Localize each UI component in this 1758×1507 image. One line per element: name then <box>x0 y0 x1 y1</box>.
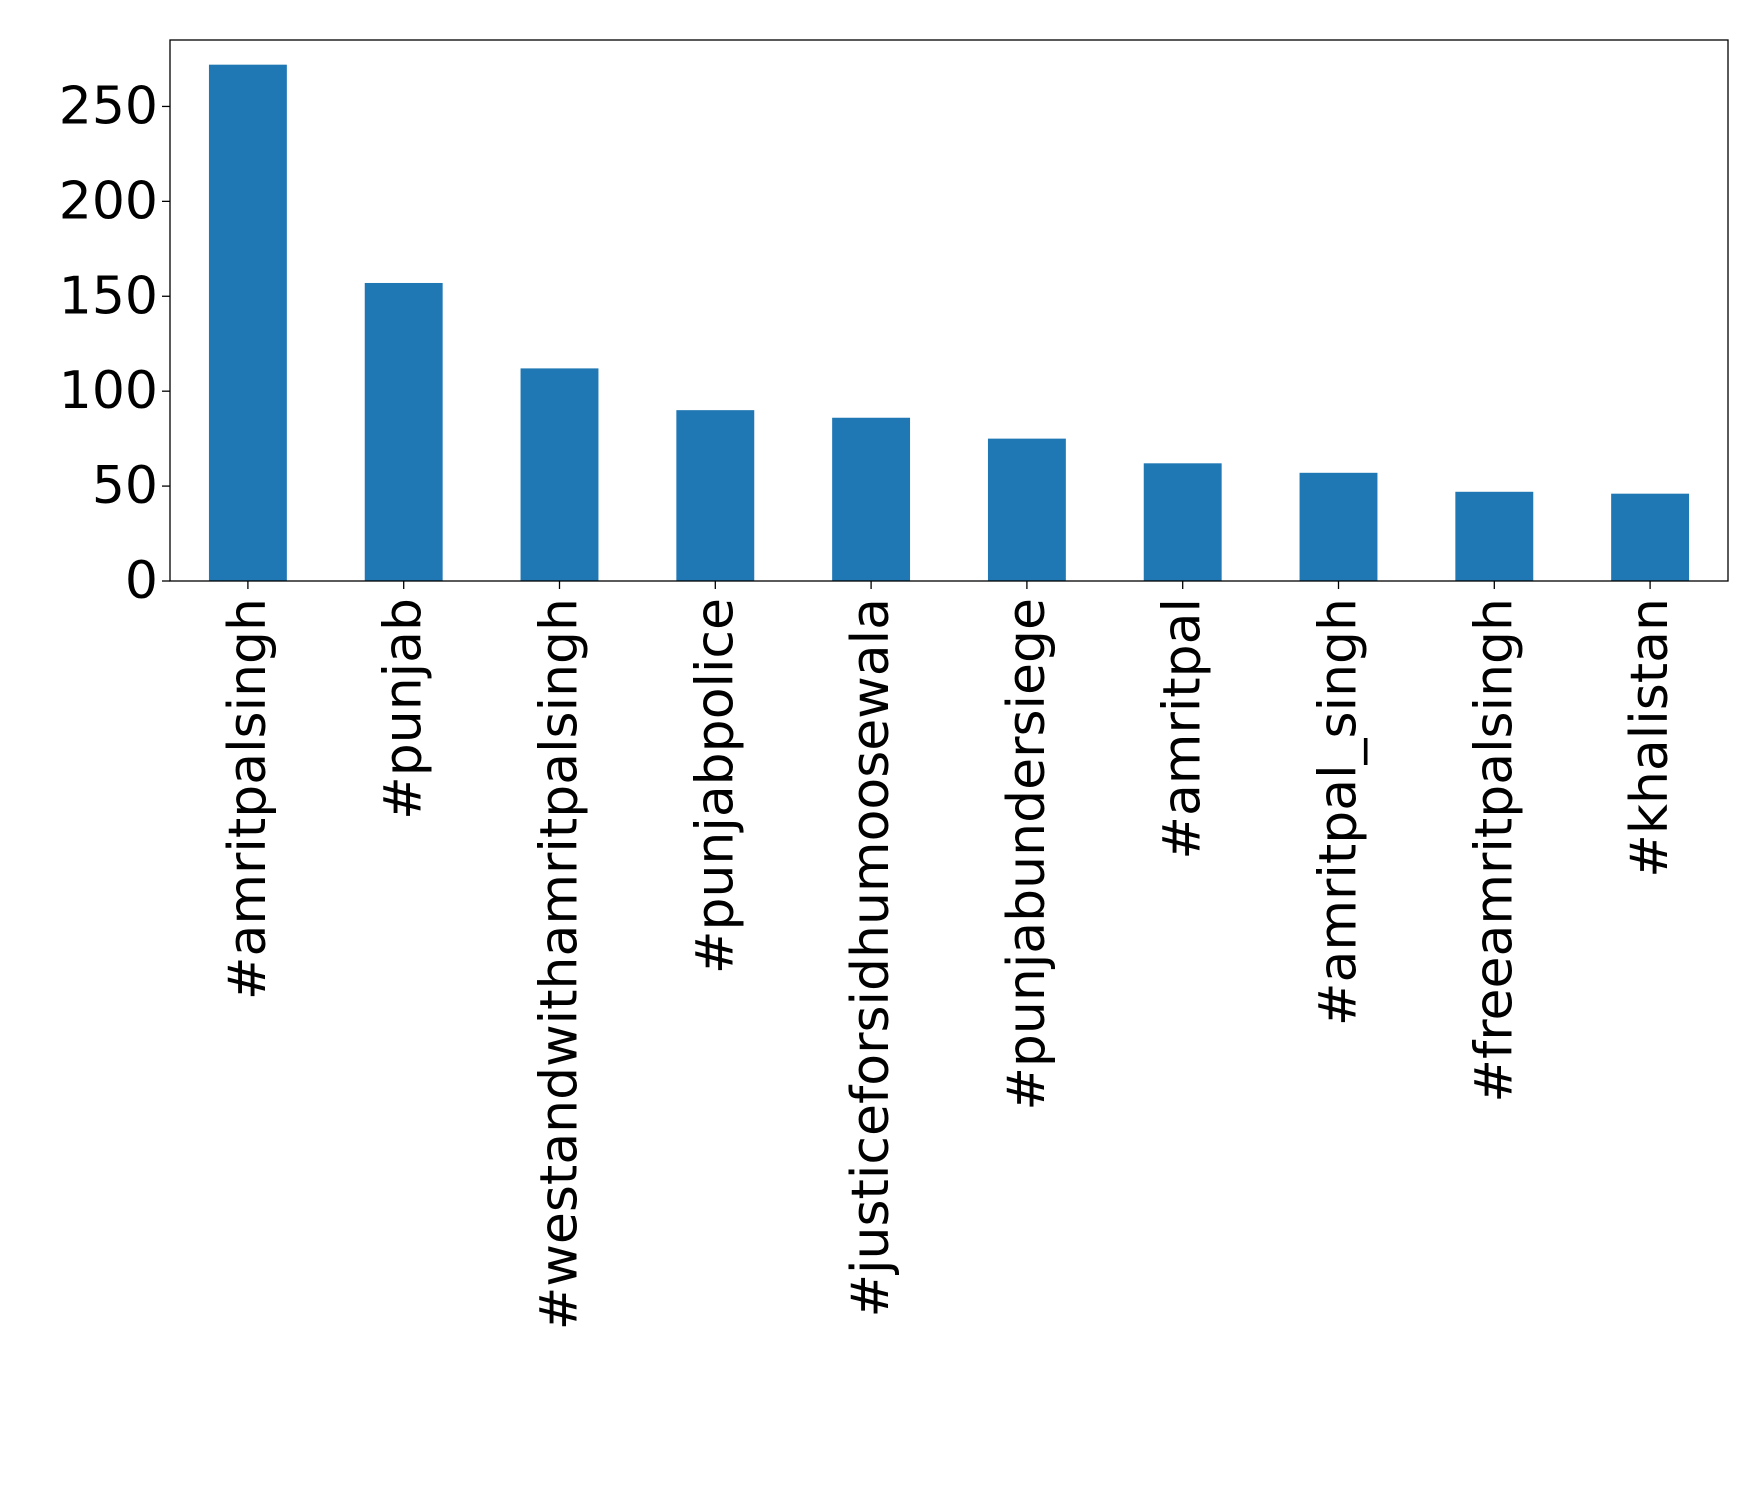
bar-punjab <box>364 282 443 581</box>
x-tick-label: #amritpal_singh <box>1309 598 1369 1026</box>
bar-amritpalsingh <box>208 64 287 582</box>
y-tick-label: 150 <box>59 266 158 326</box>
x-tick-label: #amritpalsingh <box>218 598 278 1000</box>
y-tick-label: 200 <box>59 171 158 231</box>
plot-frame <box>169 39 1729 582</box>
x-tick-label: #freeamritpalsingh <box>1464 598 1524 1103</box>
y-tick-label: 250 <box>59 76 158 136</box>
x-axis: #amritpalsingh #punjab #westandwithamritpa… <box>218 581 1680 1330</box>
bar-punjabpolice <box>676 410 755 581</box>
bar-punjabundersiege <box>987 438 1066 581</box>
bar-justiceforsidhumoosewala <box>832 417 911 581</box>
x-tick-label: #punjab <box>374 598 434 820</box>
x-tick-label: #justiceforsidhumoosewala <box>841 598 901 1318</box>
bar-khalistan <box>1611 493 1690 581</box>
x-tick-label: #westandwithamritpalsingh <box>530 598 590 1330</box>
bar-amritpal <box>1143 463 1222 581</box>
y-axis: 0 50 100 150 200 250 <box>59 76 170 611</box>
bar-westandwithamritpalsingh <box>520 368 599 581</box>
x-tick-label: #punjabundersiege <box>997 598 1057 1111</box>
y-tick-label: 0 <box>125 551 158 611</box>
bar-freeamritpalsingh <box>1455 491 1534 581</box>
y-tick-label: 50 <box>92 456 158 516</box>
x-tick-label: #amritpal <box>1153 598 1213 860</box>
x-tick-label: #punjabpolice <box>685 598 745 974</box>
y-tick-label: 100 <box>59 361 158 421</box>
bar-amritpal-singh <box>1299 472 1378 581</box>
bars-group <box>208 64 1690 582</box>
x-tick-label: #khalistan <box>1620 598 1680 878</box>
